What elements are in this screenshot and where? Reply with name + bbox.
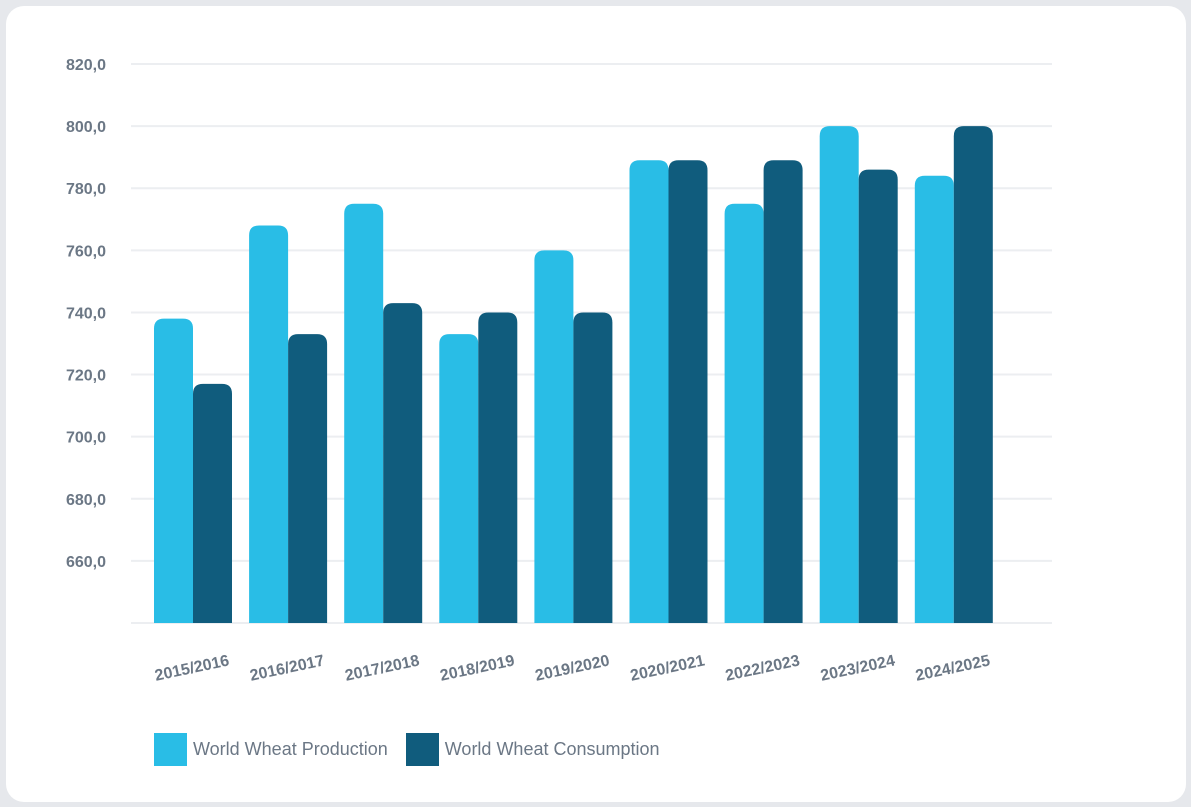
x-tick-label: 2022/2023	[724, 652, 802, 684]
bar-production-2019-2020	[534, 250, 574, 624]
bar-production-2022-2023	[724, 203, 764, 623]
legend-swatch-production	[154, 732, 187, 766]
y-tick-label: 820,0	[66, 57, 106, 74]
bar-consumption-2020-2021	[668, 160, 708, 623]
x-tick-label: 2015/2016	[153, 652, 231, 684]
legend: World Wheat Production World Wheat Consu…	[154, 732, 678, 766]
bar-consumption-2023-2024	[858, 169, 898, 624]
x-tick-label: 2020/2021	[629, 652, 707, 684]
x-tick-label: 2023/2024	[819, 652, 897, 684]
legend-item-consumption: World Wheat Consumption	[405, 732, 660, 766]
chart-card: 660,0 680,0 700,0 720,0 740,0 760,0 780,0 800,0…	[6, 6, 1186, 802]
y-tick-label: 660,0	[66, 554, 106, 571]
bar-consumption-2018-2019	[478, 312, 518, 623]
x-tick-label: 2018/2019	[439, 652, 517, 684]
bar-consumption-2016-2017	[288, 334, 328, 623]
y-tick-label: 740,0	[66, 305, 106, 322]
legend-swatch-consumption	[405, 732, 439, 766]
y-tick-label: 680,0	[66, 492, 106, 509]
y-tick-label: 700,0	[66, 430, 106, 447]
x-tick-label: 2016/2017	[248, 652, 326, 684]
bar-production-2018-2019	[439, 334, 479, 623]
x-axis-ticks: 2015/2016 2016/2017 2017/2018 2018/2019 2019…	[153, 652, 991, 684]
bar-chart: 660,0 680,0 700,0 720,0 740,0 760,0 780,0 800,0…	[66, 57, 1052, 685]
y-axis-ticks: 660,0 680,0 700,0 720,0 740,0 760,0 780,0 800,0…	[66, 57, 106, 571]
bars	[154, 126, 993, 624]
x-tick-label: 2019/2020	[534, 652, 612, 684]
bar-production-2024-2025	[914, 175, 954, 624]
bar-consumption-2019-2020	[573, 312, 613, 623]
x-tick-label: 2017/2018	[344, 652, 422, 684]
bar-consumption-2015-2016	[193, 383, 232, 623]
legend-label-production: World Wheat Production	[193, 738, 388, 759]
y-tick-label: 780,0	[66, 181, 106, 198]
bar-consumption-2022-2023	[763, 160, 803, 623]
bar-production-2020-2021	[629, 160, 669, 623]
bar-consumption-2024-2025	[953, 126, 993, 623]
bar-consumption-2017-2018	[383, 303, 423, 623]
y-tick-label: 760,0	[66, 243, 106, 260]
bar-production-2017-2018	[344, 203, 384, 623]
y-tick-label: 720,0	[66, 368, 106, 385]
y-tick-label: 800,0	[66, 119, 106, 136]
bar-production-2023-2024	[819, 126, 859, 623]
legend-label-consumption: World Wheat Consumption	[444, 738, 660, 759]
legend-item-production: World Wheat Production	[154, 732, 388, 766]
bar-production-2016-2017	[249, 225, 289, 623]
bar-production-2015-2016	[154, 318, 193, 623]
x-tick-label: 2024/2025	[914, 652, 992, 684]
